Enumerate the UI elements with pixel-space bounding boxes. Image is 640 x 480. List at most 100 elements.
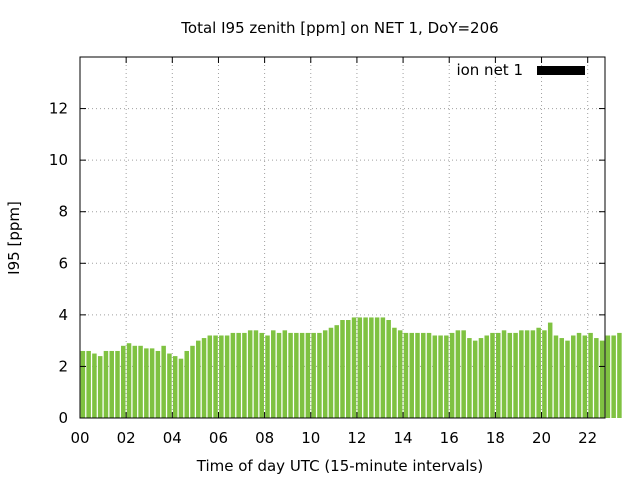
y-tick-label: 0 [58,409,68,427]
bar [484,335,489,418]
bar [178,358,184,418]
bar [242,332,247,418]
bar [86,350,91,418]
bar [236,332,241,418]
bar [599,340,605,418]
bar [507,332,513,418]
bar [167,353,172,418]
bar [299,332,305,418]
bar [588,332,593,418]
bar [461,330,466,418]
bar [565,340,570,418]
bar [282,330,288,418]
bar [328,327,334,418]
bar [305,332,311,418]
bar [201,338,207,418]
y-tick-label: 12 [49,100,68,118]
bar [317,332,322,418]
grid [80,57,605,418]
bar [524,330,530,418]
bar [132,345,138,418]
bar [213,335,218,418]
bar [207,335,213,418]
x-tick-label: 16 [440,429,459,447]
bar [109,350,114,418]
bar [501,330,507,418]
y-tick-label: 4 [58,306,68,324]
bar [444,335,449,418]
x-tick-label: 10 [301,429,320,447]
x-tick-label: 04 [163,429,182,447]
y-axis-label: I95 [ppm] [5,201,23,275]
y-tick-label: 8 [58,203,68,221]
bar [288,332,293,418]
bar [357,317,363,418]
x-tick-label: 12 [347,429,366,447]
x-tick-label: 02 [117,429,136,447]
bar [421,332,426,418]
bar [161,345,166,418]
bar [617,332,622,418]
bar [196,340,201,418]
bar [409,332,414,418]
bar [126,343,132,418]
legend-label: ion net 1 [456,61,523,79]
y-tick-label: 2 [58,357,68,375]
legend: ion net 1 [456,61,585,79]
y-tick-label: 6 [58,254,68,272]
bar [536,327,541,418]
x-axis-label: Time of day UTC (15-minute intervals) [196,457,483,475]
bars [80,317,622,418]
bar [513,332,518,418]
bar [92,353,97,418]
bar [172,356,178,418]
bar [190,345,195,418]
bar [80,350,86,418]
chart-title: Total I95 zenith [ppm] on NET 1, DoY=206 [180,19,498,37]
bar [496,332,501,418]
x-tick-label: 00 [70,429,89,447]
bar [184,350,189,418]
bar [472,340,478,418]
bar [559,338,564,418]
bar [259,332,264,418]
legend-swatch [537,66,585,75]
bar [149,348,155,418]
bar [247,330,253,418]
bar [271,330,276,418]
bar [519,330,524,418]
bar [340,320,345,418]
bar [311,332,316,418]
bar [334,325,339,418]
bar [478,338,484,418]
x-tick-label: 06 [209,429,228,447]
bar [144,348,149,418]
x-tick-label: 20 [532,429,551,447]
bar [576,332,582,418]
x-tick-label: 14 [394,429,413,447]
bar [363,317,368,418]
bar [322,330,328,418]
bar [294,332,299,418]
bar [530,330,536,418]
bar [571,335,576,418]
bar [97,356,103,418]
bar [219,335,224,418]
bar [594,338,599,418]
x-tick-label: 08 [255,429,274,447]
bar [553,335,559,418]
bar [403,332,409,418]
bar [374,317,380,418]
bar [115,350,120,418]
bar [605,335,611,418]
bar [426,332,432,418]
bar [121,345,126,418]
bar [253,330,259,418]
bar [380,317,386,418]
bar [138,345,143,418]
bar [455,330,461,418]
bar [346,320,351,418]
bar [276,332,282,418]
